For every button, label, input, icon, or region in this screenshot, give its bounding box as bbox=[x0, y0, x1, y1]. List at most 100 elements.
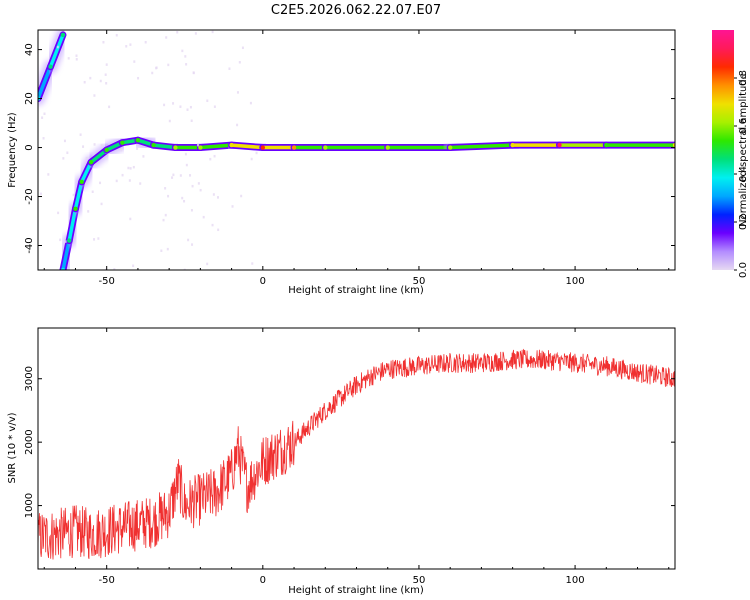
spectrogram-noise bbox=[184, 55, 187, 58]
spectrogram-noise bbox=[189, 105, 192, 109]
spectrogram-noise bbox=[176, 30, 179, 34]
spectrogram-ridge-point bbox=[67, 238, 72, 243]
spectrogram-noise bbox=[129, 167, 132, 170]
spectrogram-x-tick-label: 50 bbox=[413, 276, 426, 287]
snr-x-tick-label: -50 bbox=[99, 575, 115, 586]
spectrogram-ridge-point bbox=[104, 147, 109, 153]
spectrogram-noise bbox=[127, 166, 130, 170]
snr-x-tick-label: 100 bbox=[566, 575, 585, 586]
spectrogram-noise bbox=[184, 152, 187, 156]
spectrogram-noise bbox=[202, 215, 205, 219]
spectrogram-noise bbox=[155, 66, 158, 69]
snr-y-tick-label: 3000 bbox=[24, 366, 35, 391]
snr-y-tick-label: 1000 bbox=[24, 493, 35, 518]
colorbar-gradient bbox=[712, 30, 734, 270]
spectrogram-noise bbox=[67, 57, 70, 60]
spectrogram-ticks: -50 0 50 100 -40 -20 0 20 40 bbox=[24, 30, 675, 287]
spectrogram-noise bbox=[79, 133, 82, 136]
spectrogram-noise bbox=[100, 202, 103, 206]
spectrogram-noise bbox=[231, 205, 234, 208]
spectrogram-noise bbox=[66, 151, 69, 155]
spectrogram-noise bbox=[64, 240, 67, 243]
snr-x-tick-label: 0 bbox=[260, 575, 266, 586]
spectrogram-noise bbox=[167, 63, 170, 67]
spectrogram-y-tick-label: 20 bbox=[24, 92, 35, 105]
snr-ticks: -50 0 50 100 1000 2000 3000 bbox=[24, 328, 675, 586]
spectrogram-noise bbox=[249, 101, 252, 105]
spectrogram-y-tick-label: 0 bbox=[24, 144, 35, 150]
spectrogram-noise bbox=[85, 156, 88, 160]
spectrogram-ridge-point bbox=[135, 138, 141, 143]
spectrogram-noise bbox=[99, 181, 102, 185]
spectrogram-ridge-point bbox=[510, 142, 515, 148]
spectrogram-noise bbox=[255, 151, 258, 155]
spectrogram-noise bbox=[217, 228, 220, 232]
spectrogram-noise bbox=[93, 238, 96, 241]
spectrogram-ridge-point bbox=[120, 140, 125, 145]
spectrogram-ridge-point bbox=[291, 145, 297, 150]
snr-y-tick-label: 2000 bbox=[24, 429, 35, 454]
spectrogram-noise bbox=[75, 58, 78, 61]
spectrogram-ridge-point bbox=[151, 142, 156, 148]
spectrogram-noise bbox=[213, 154, 216, 158]
spectrogram-noise bbox=[72, 193, 75, 197]
spectrogram-ridge-point bbox=[88, 160, 94, 165]
spectrogram-ridge-point bbox=[385, 145, 390, 150]
spectrogram-noise bbox=[41, 116, 44, 119]
spectrogram-noise bbox=[93, 143, 96, 146]
spectrogram-noise bbox=[128, 179, 131, 182]
spectrogram-ridge-point bbox=[173, 145, 178, 150]
spectrogram-noise bbox=[58, 57, 61, 60]
spectrogram-noise bbox=[63, 139, 66, 143]
spectrogram-noise bbox=[108, 105, 111, 109]
spectrogram-ridge-core bbox=[48, 33, 65, 69]
spectrogram-noise bbox=[186, 108, 189, 111]
spectrogram-noise bbox=[136, 147, 139, 150]
spectrogram-noise bbox=[183, 268, 186, 270]
spectrogram-noise bbox=[104, 73, 107, 76]
spectrogram-noise bbox=[197, 143, 200, 147]
spectrogram-noise bbox=[89, 76, 92, 80]
colorbar-label: Normalized spectral amplitude bbox=[738, 73, 749, 227]
snr-series-line bbox=[38, 348, 675, 560]
spectrogram-noise bbox=[197, 182, 200, 185]
snr-x-tick-label: 50 bbox=[413, 575, 426, 586]
spectrogram-ridge-point bbox=[60, 32, 66, 38]
spectrogram-noise bbox=[250, 157, 253, 161]
colorbar-tick-label: 0.4 bbox=[738, 166, 749, 182]
spectrogram-noise bbox=[100, 144, 103, 147]
spectrogram-ridge-point bbox=[60, 267, 66, 270]
spectrogram-noise bbox=[93, 94, 96, 97]
spectrogram-noise bbox=[179, 105, 182, 108]
spectrogram-noise bbox=[166, 247, 169, 251]
spectrogram-x-tick-label: -50 bbox=[99, 276, 115, 287]
spectrogram-ridge-point bbox=[260, 145, 266, 150]
spectrogram-noise bbox=[181, 49, 184, 53]
spectrogram-ridge-point bbox=[229, 142, 234, 148]
colorbar: 0.0 0.2 0.4 0.6 0.8 Normalized spectral ampl… bbox=[712, 30, 749, 278]
spectrogram-y-tick-label: -40 bbox=[24, 237, 35, 253]
spectrogram-noise bbox=[217, 196, 220, 199]
spectrogram-x-tick-label: 100 bbox=[566, 276, 585, 287]
spectrogram-noise bbox=[160, 249, 163, 252]
spectrogram-noise bbox=[75, 54, 78, 57]
spectrogram-ridge-point bbox=[48, 64, 53, 69]
spectrogram-noise bbox=[129, 217, 132, 221]
spectrogram-noise bbox=[144, 40, 147, 44]
spectrogram-noise bbox=[185, 63, 188, 66]
spectrogram-noise bbox=[115, 179, 118, 183]
spectrogram-noise bbox=[115, 33, 118, 37]
spectrogram-noise bbox=[125, 45, 128, 48]
spectrogram-marks bbox=[38, 30, 675, 270]
spectrogram-noise bbox=[240, 194, 243, 198]
spectrogram-noise bbox=[206, 262, 209, 266]
spectrogram-noise bbox=[164, 213, 167, 217]
chart-title: C2E5.2026.062.22.07.E07 bbox=[271, 3, 441, 18]
spectrogram-noise bbox=[191, 243, 194, 246]
spectrogram-ridge-point bbox=[198, 145, 203, 150]
spectrogram-noise bbox=[183, 199, 186, 203]
spectrogram-noise bbox=[251, 262, 254, 265]
spectrogram-ridge-point bbox=[79, 179, 84, 185]
spectrogram-noise bbox=[139, 182, 142, 185]
spectrogram-noise bbox=[39, 192, 42, 196]
